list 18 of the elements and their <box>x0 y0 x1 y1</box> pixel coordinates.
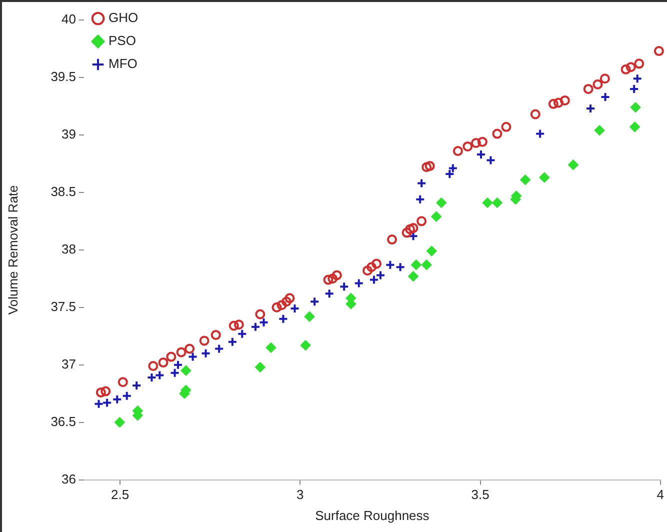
y-tick-label: 36 <box>62 471 76 486</box>
y-tick-label: 40 <box>62 12 76 27</box>
legend-label: PSO <box>108 33 136 48</box>
x-tick-label: 3.5 <box>471 487 490 502</box>
x-tick-label: 2.5 <box>110 487 130 502</box>
x-tick-label: 4 <box>656 487 664 502</box>
y-tick-label: 38 <box>62 241 76 256</box>
legend-label: GHO <box>108 10 138 26</box>
x-tick-label: 3 <box>296 487 304 502</box>
y-tick-label: 39 <box>62 126 76 142</box>
y-tick-label: 38.5 <box>50 184 76 200</box>
y-tick-label: 37.5 <box>50 298 76 314</box>
y-tick-label: 39.5 <box>50 69 76 84</box>
y-tick-label: 36.5 <box>50 414 76 429</box>
y-tick-label: 37 <box>62 356 76 372</box>
legend-label: MFO <box>108 56 138 72</box>
x-axis-title: Surface Roughness <box>315 508 430 523</box>
y-axis-title: Volume Removal Rate <box>5 185 20 315</box>
